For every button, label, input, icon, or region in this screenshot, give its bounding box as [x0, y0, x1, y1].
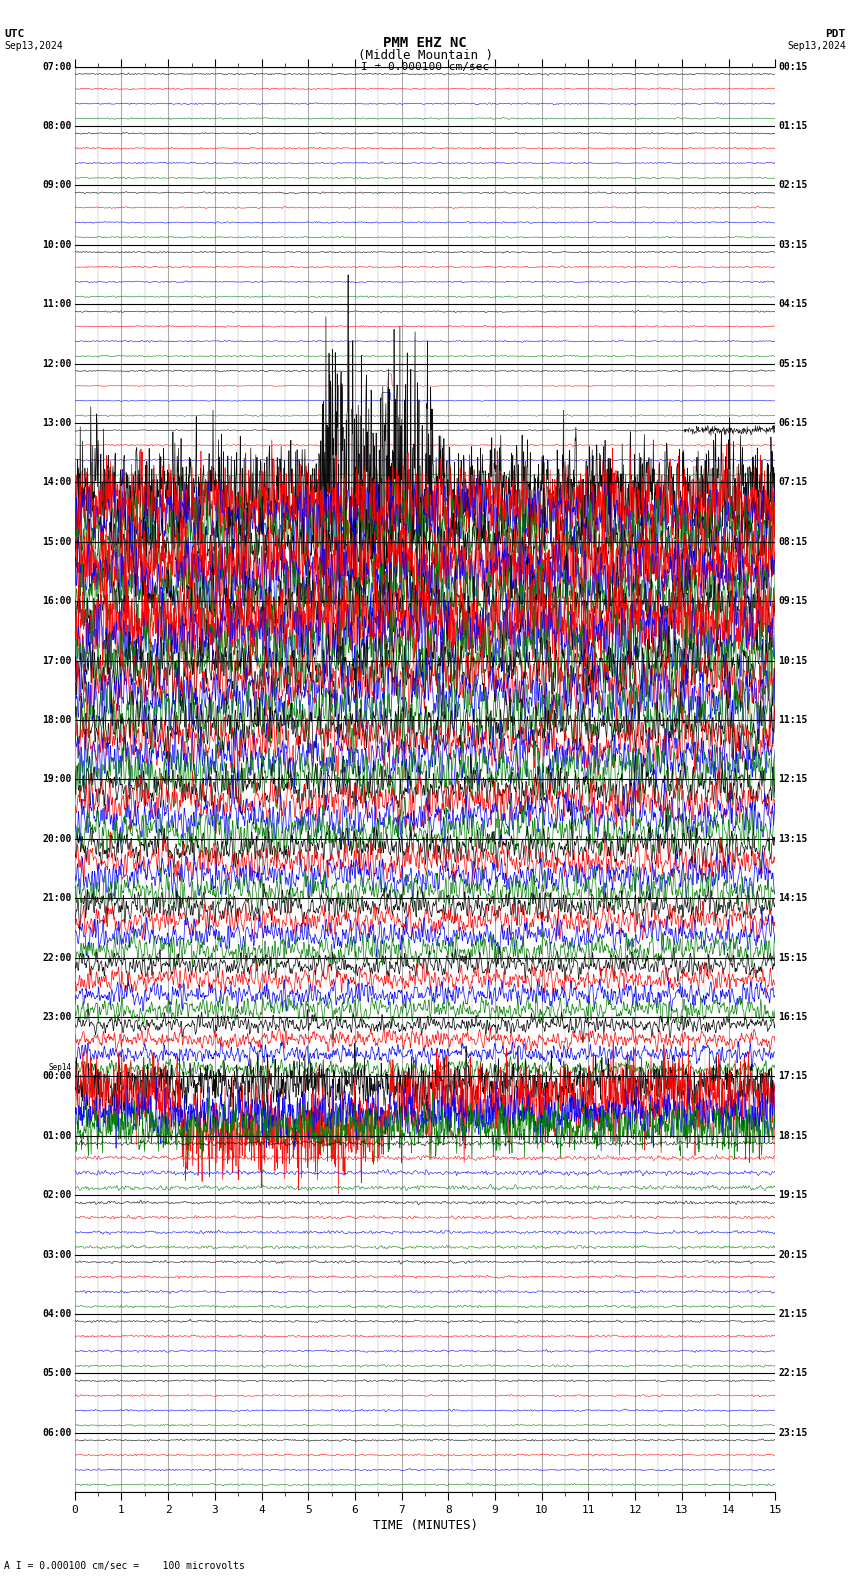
Text: 11:00: 11:00: [42, 299, 71, 309]
Text: 04:00: 04:00: [42, 1308, 71, 1319]
Text: 20:15: 20:15: [779, 1250, 808, 1259]
Text: 04:15: 04:15: [779, 299, 808, 309]
Text: 00:15: 00:15: [779, 62, 808, 71]
Text: 19:00: 19:00: [42, 775, 71, 784]
Text: Sep14: Sep14: [48, 1063, 71, 1071]
Text: 10:00: 10:00: [42, 239, 71, 250]
Text: 01:00: 01:00: [42, 1131, 71, 1140]
Text: 10:15: 10:15: [779, 656, 808, 665]
Text: 12:15: 12:15: [779, 775, 808, 784]
Text: 03:15: 03:15: [779, 239, 808, 250]
Text: 23:15: 23:15: [779, 1427, 808, 1438]
Text: PMM EHZ NC: PMM EHZ NC: [383, 36, 467, 51]
Text: PDT: PDT: [825, 29, 846, 38]
Text: 15:00: 15:00: [42, 537, 71, 546]
Text: 13:00: 13:00: [42, 418, 71, 428]
Text: 00:00: 00:00: [42, 1071, 71, 1082]
Text: 06:00: 06:00: [42, 1427, 71, 1438]
Text: 16:15: 16:15: [779, 1012, 808, 1022]
X-axis label: TIME (MINUTES): TIME (MINUTES): [372, 1519, 478, 1532]
Text: 19:15: 19:15: [779, 1190, 808, 1201]
Text: 06:15: 06:15: [779, 418, 808, 428]
Text: 11:15: 11:15: [779, 714, 808, 725]
Text: 18:00: 18:00: [42, 714, 71, 725]
Text: 08:00: 08:00: [42, 120, 71, 131]
Text: 03:00: 03:00: [42, 1250, 71, 1259]
Text: 16:00: 16:00: [42, 596, 71, 607]
Text: 09:00: 09:00: [42, 181, 71, 190]
Text: 14:00: 14:00: [42, 477, 71, 488]
Text: 09:15: 09:15: [779, 596, 808, 607]
Text: 20:00: 20:00: [42, 833, 71, 844]
Text: 22:15: 22:15: [779, 1369, 808, 1378]
Text: Sep13,2024: Sep13,2024: [787, 41, 846, 51]
Text: I = 0.000100 cm/sec: I = 0.000100 cm/sec: [361, 62, 489, 71]
Text: 12:00: 12:00: [42, 358, 71, 369]
Text: 05:15: 05:15: [779, 358, 808, 369]
Text: A I = 0.000100 cm/sec =    100 microvolts: A I = 0.000100 cm/sec = 100 microvolts: [4, 1562, 245, 1571]
Text: 17:00: 17:00: [42, 656, 71, 665]
Text: 17:15: 17:15: [779, 1071, 808, 1082]
Text: 23:00: 23:00: [42, 1012, 71, 1022]
Text: Sep13,2024: Sep13,2024: [4, 41, 63, 51]
Text: UTC: UTC: [4, 29, 25, 38]
Text: 05:00: 05:00: [42, 1369, 71, 1378]
Text: 15:15: 15:15: [779, 952, 808, 963]
Text: 18:15: 18:15: [779, 1131, 808, 1140]
Text: 21:00: 21:00: [42, 893, 71, 903]
Text: 01:15: 01:15: [779, 120, 808, 131]
Text: 02:00: 02:00: [42, 1190, 71, 1201]
Text: 13:15: 13:15: [779, 833, 808, 844]
Text: 14:15: 14:15: [779, 893, 808, 903]
Text: 07:00: 07:00: [42, 62, 71, 71]
Text: 08:15: 08:15: [779, 537, 808, 546]
Text: 21:15: 21:15: [779, 1308, 808, 1319]
Text: 02:15: 02:15: [779, 181, 808, 190]
Text: 07:15: 07:15: [779, 477, 808, 488]
Text: (Middle Mountain ): (Middle Mountain ): [358, 49, 492, 62]
Text: 22:00: 22:00: [42, 952, 71, 963]
